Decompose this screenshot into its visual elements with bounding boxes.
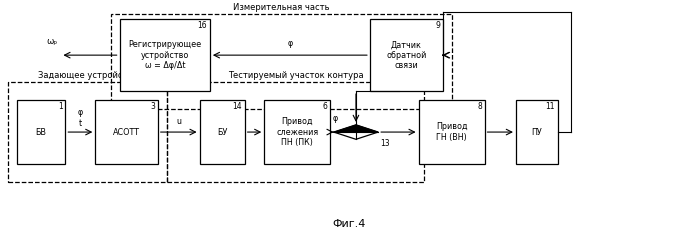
Text: Фиг.4: Фиг.4 <box>332 219 366 229</box>
Polygon shape <box>334 125 378 132</box>
Text: 11: 11 <box>545 102 555 111</box>
Text: φ: φ <box>332 114 338 123</box>
Text: 13: 13 <box>380 139 390 148</box>
Text: Регистрирующее
устройство
ω = Δφ/Δt: Регистрирующее устройство ω = Δφ/Δt <box>128 40 201 70</box>
Text: φ: φ <box>288 39 292 48</box>
FancyBboxPatch shape <box>264 100 330 164</box>
Text: ПУ: ПУ <box>531 127 542 137</box>
Text: АСОТТ: АСОТТ <box>113 127 140 137</box>
Text: 3: 3 <box>150 102 155 111</box>
Text: Привод
слежения
ПН (ПК): Привод слежения ПН (ПК) <box>276 117 318 147</box>
FancyBboxPatch shape <box>419 100 484 164</box>
Text: Привод
ГН (ВН): Привод ГН (ВН) <box>436 122 467 142</box>
Text: t: t <box>79 119 82 127</box>
Text: БУ: БУ <box>217 127 228 137</box>
Polygon shape <box>334 125 378 139</box>
FancyBboxPatch shape <box>516 100 558 164</box>
FancyBboxPatch shape <box>200 100 245 164</box>
Text: Задающее устройство: Задающее устройство <box>38 71 138 80</box>
FancyBboxPatch shape <box>17 100 66 164</box>
Text: 1: 1 <box>58 102 63 111</box>
Text: БВ: БВ <box>36 127 47 137</box>
Text: u: u <box>176 117 181 127</box>
Text: 16: 16 <box>198 21 207 30</box>
Text: 14: 14 <box>232 102 242 111</box>
FancyBboxPatch shape <box>119 19 210 91</box>
Text: 8: 8 <box>477 102 482 111</box>
Text: Датчик
обратной
связи: Датчик обратной связи <box>386 40 426 70</box>
Text: Тестируемый участок контура: Тестируемый участок контура <box>228 71 363 80</box>
Text: ωₚ: ωₚ <box>46 37 57 46</box>
Text: φ: φ <box>77 108 83 117</box>
FancyBboxPatch shape <box>95 100 158 164</box>
Text: Измерительная часть: Измерительная часть <box>233 3 330 12</box>
Text: 6: 6 <box>322 102 327 111</box>
Text: 9: 9 <box>435 21 440 30</box>
FancyBboxPatch shape <box>370 19 443 91</box>
